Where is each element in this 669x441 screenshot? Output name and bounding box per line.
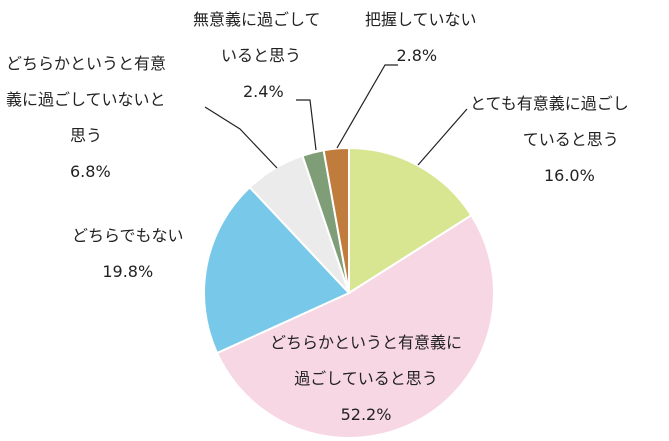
value-label-very-meaningful: 16.0% xyxy=(543,166,595,185)
label-somewhat-meaningful: どちらかというと有意義に 過ごしていると思う 52.2% xyxy=(270,325,462,433)
pie-slice-neither xyxy=(203,185,351,355)
label-very-meaningful-line-1: とても有意義に過ごし xyxy=(470,94,629,113)
pie-slice-unknown xyxy=(322,146,350,294)
value-label-meaningless: 2.4% xyxy=(243,82,284,101)
value-label-unknown: 2.8% xyxy=(396,46,438,65)
leader-line-unknown xyxy=(336,64,398,149)
label-meaningless-line-2: いると思う xyxy=(221,46,302,65)
label-somewhat-not-meaningful-line-2: 義に過ごしていないと xyxy=(6,90,166,109)
label-meaningless: 無意義に過ごして いると思う 2.4% xyxy=(193,2,321,110)
leader-line-somewhat-not-meaningful xyxy=(204,106,278,169)
leader-line-very-meaningful xyxy=(417,108,468,166)
value-label-neither: 19.8% xyxy=(102,262,154,281)
label-neither-line-1: どちらでもない xyxy=(72,226,184,245)
pie-slice-somewhat-meaningful xyxy=(215,213,495,439)
label-somewhat-meaningful-line-2: 過ごしていると思う xyxy=(294,369,438,388)
label-unknown: 把握していない 2.8% xyxy=(365,2,477,74)
pie-slice-very-meaningful xyxy=(348,146,473,295)
value-label-somewhat-meaningful: 52.2% xyxy=(340,405,392,424)
label-meaningless-line-1: 無意義に過ごして xyxy=(193,10,321,29)
label-somewhat-meaningful-line-1: どちらかというと有意義に xyxy=(270,333,463,352)
label-somewhat-not-meaningful-line-3: 思う xyxy=(70,126,103,145)
label-very-meaningful-line-2: ていると思う xyxy=(522,130,619,149)
label-unknown-line-1: 把握していない xyxy=(365,10,477,29)
label-very-meaningful: とても有意義に過ごし ていると思う 16.0% xyxy=(470,86,629,194)
label-somewhat-not-meaningful: どちらかというと有意 義に過ごしていないと 思う 6.8% xyxy=(6,46,166,190)
label-somewhat-not-meaningful-line-1: どちらかというと有意 xyxy=(6,54,167,73)
value-label-somewhat-not-meaningful: 6.8% xyxy=(70,162,111,181)
label-neither: どちらでもない 19.8% xyxy=(72,218,184,290)
leader-line-meaningless xyxy=(296,99,317,151)
